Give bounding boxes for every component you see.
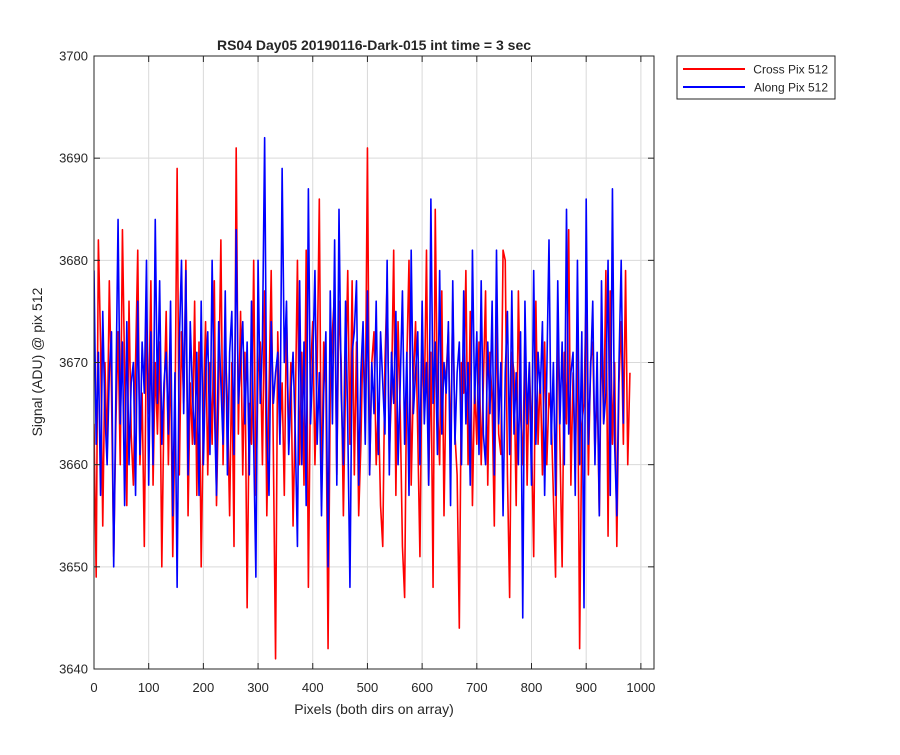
x-tick-label: 100 (138, 680, 160, 695)
legend-label-cross: Cross Pix 512 (753, 63, 828, 77)
series-line-along-pix-512 (94, 136, 625, 619)
y-tick-label: 3680 (59, 253, 88, 268)
x-tick-label: 700 (466, 680, 488, 695)
x-tick-label: 300 (247, 680, 269, 695)
ticks: 0 100 200 300 400 500 600 700 800 900 1000 3640 3650… (59, 49, 655, 696)
y-tick-label: 3640 (59, 662, 88, 677)
series-layer (94, 136, 631, 660)
y-tick-label: 3660 (59, 457, 88, 472)
x-tick-label: 0 (90, 680, 97, 695)
y-tick-label: 3670 (59, 355, 88, 370)
x-tick-label: 200 (193, 680, 215, 695)
legend-label-along: Along Pix 512 (754, 81, 828, 95)
y-tick-label: 3700 (59, 49, 88, 64)
x-tick-label: 800 (521, 680, 543, 695)
x-tick-label: 500 (357, 680, 379, 695)
x-axis-label: Pixels (both dirs on array) (294, 701, 454, 717)
legend-box (676, 55, 836, 100)
x-tick-label: 1000 (626, 680, 655, 695)
x-tick-label: 400 (302, 680, 324, 695)
y-tick-label: 3690 (59, 151, 88, 166)
legend: Cross Pix 512 Along Pix 512 (676, 55, 836, 100)
y-tick-label: 3650 (59, 559, 88, 574)
y-axis-label: Signal (ADU) @ pix 512 (29, 287, 45, 436)
x-tick-label: 600 (411, 680, 433, 695)
x-tick-label: 900 (575, 680, 597, 695)
chart-title: RS04 Day05 20190116-Dark-015 int time = … (217, 37, 531, 53)
